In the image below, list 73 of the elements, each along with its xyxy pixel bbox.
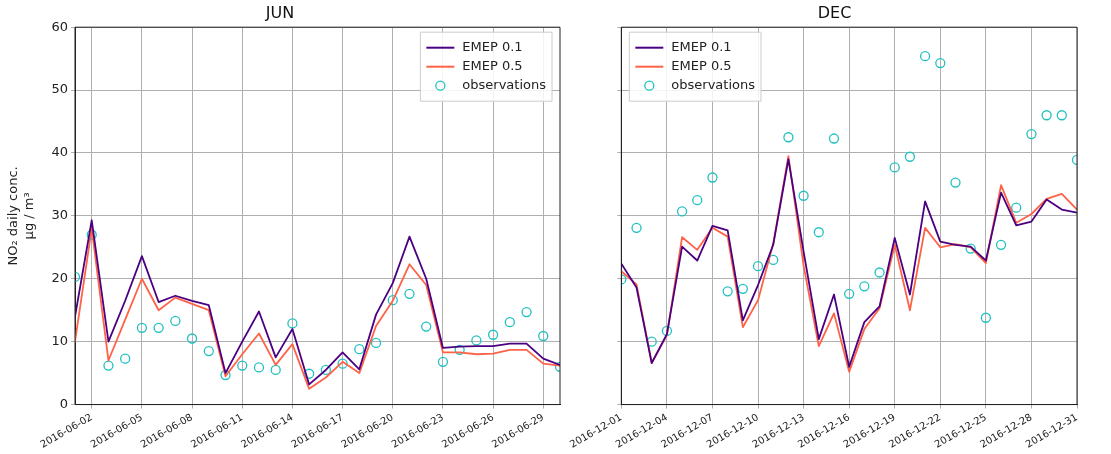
point	[995, 239, 1007, 250]
chart-title: DEC	[817, 2, 852, 22]
point	[253, 362, 265, 373]
point	[768, 254, 779, 266]
point	[487, 329, 499, 340]
point	[421, 321, 432, 332]
point	[828, 133, 840, 144]
point	[454, 344, 465, 355]
point	[103, 360, 114, 371]
point	[707, 172, 718, 183]
chart-title: JUN	[264, 2, 295, 22]
point	[965, 243, 976, 254]
point	[980, 312, 992, 323]
point	[874, 267, 885, 278]
point	[889, 162, 900, 173]
point	[1011, 202, 1022, 213]
point	[153, 322, 164, 333]
y-axis-title: NO₂ daily conc. µg / m³	[5, 166, 37, 266]
point	[844, 288, 855, 300]
point	[387, 295, 398, 306]
point	[919, 50, 931, 62]
point	[354, 344, 365, 355]
point	[538, 330, 549, 342]
point	[737, 283, 748, 294]
legend-label: EMEP 0.1	[671, 39, 732, 55]
point	[646, 336, 657, 347]
point	[631, 222, 642, 233]
point	[287, 318, 298, 329]
legend-label: EMEP 0.1	[462, 39, 523, 55]
point	[337, 358, 348, 369]
point	[813, 227, 824, 238]
point	[237, 360, 248, 371]
point	[722, 286, 733, 297]
point	[170, 315, 181, 327]
legend-label: observations	[671, 77, 756, 93]
point	[661, 325, 673, 337]
point	[220, 369, 231, 381]
point	[320, 364, 332, 376]
point	[471, 335, 482, 346]
point	[521, 306, 532, 318]
point	[676, 206, 688, 217]
legend-label: observations	[462, 77, 547, 93]
point	[1041, 110, 1052, 121]
y-tick-label: 0	[59, 395, 68, 411]
point	[692, 195, 703, 206]
y-tick-label: 60	[51, 18, 68, 34]
point	[1026, 128, 1037, 140]
point	[86, 229, 97, 240]
legend-label: EMEP 0.5	[462, 58, 523, 74]
point	[783, 132, 794, 143]
point	[303, 368, 315, 379]
y-tick-label: 40	[51, 144, 68, 160]
point	[120, 353, 131, 364]
point	[270, 364, 281, 376]
point	[1056, 110, 1067, 121]
y-tick-label: 50	[51, 81, 68, 97]
point	[437, 356, 449, 367]
point	[186, 333, 198, 344]
y-tick-label: 20	[51, 270, 68, 286]
point	[935, 57, 946, 69]
point	[203, 345, 214, 357]
point	[798, 190, 809, 201]
point	[136, 322, 148, 333]
point	[370, 337, 382, 349]
point	[404, 288, 415, 300]
point	[904, 151, 916, 162]
y-tick-label: 30	[51, 207, 68, 223]
point	[504, 317, 515, 328]
point	[859, 281, 870, 292]
legend-label: EMEP 0.5	[671, 58, 732, 74]
y-tick-label: 10	[51, 333, 68, 349]
point	[950, 177, 961, 188]
point	[752, 261, 764, 272]
